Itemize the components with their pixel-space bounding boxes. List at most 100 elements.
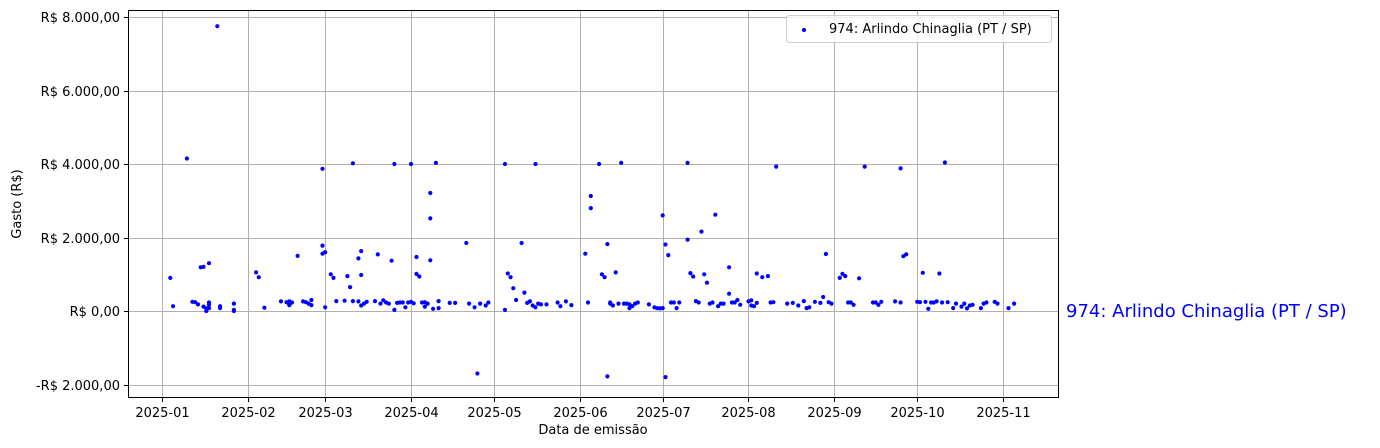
data-point: [206, 300, 212, 305]
data-point: [585, 300, 591, 305]
data-point: [959, 304, 964, 309]
side-annotation: 974: Arlindo Chinaglia (PT / SP): [1066, 301, 1347, 322]
data-point: [691, 274, 696, 279]
data-point: [345, 274, 350, 279]
data-point: [934, 299, 939, 304]
x-tick-label: 2025-10: [890, 406, 944, 421]
data-point: [436, 299, 441, 304]
data-point: [660, 306, 665, 311]
data-point: [392, 307, 397, 312]
data-point: [256, 275, 261, 280]
data-point: [765, 274, 771, 279]
data-point: [262, 305, 267, 310]
data-point: [785, 301, 790, 306]
data-point: [359, 272, 364, 278]
data-point: [837, 275, 842, 280]
data-point: [184, 156, 189, 161]
data-point: [893, 299, 898, 304]
data-point: [400, 300, 405, 305]
data-point: [320, 243, 325, 248]
data-point: [904, 252, 909, 257]
data-point: [848, 300, 853, 305]
data-point: [951, 306, 956, 311]
data-point: [289, 300, 295, 305]
x-tick-label: 2025-04: [384, 406, 438, 421]
scatter-points: [168, 24, 1017, 380]
data-point: [732, 300, 737, 305]
data-point: [735, 297, 740, 303]
data-point: [829, 301, 834, 306]
data-point: [873, 300, 878, 305]
data-point: [613, 270, 618, 275]
data-point: [843, 274, 848, 279]
data-point: [422, 304, 427, 309]
data-point: [505, 271, 510, 276]
data-point: [533, 305, 538, 310]
data-point: [320, 166, 325, 171]
x-axis-ticks: 2025-01 2025-02 2025-03 2025-04 2025-05 2025-…: [135, 397, 1031, 421]
data-point: [619, 160, 624, 165]
y-axis-ticks: -R$ 2.000,00 R$ 0,00 R$ 2.000,00 R$ 4.000,0…: [36, 11, 129, 394]
data-point: [204, 308, 209, 314]
data-point: [436, 306, 441, 311]
data-point: [359, 249, 364, 254]
data-point: [414, 271, 419, 276]
data-point: [328, 272, 333, 277]
data-point: [790, 300, 795, 305]
y-tick-label: R$ 2.000,00: [41, 232, 120, 247]
x-axis-label: Data de emissão: [538, 423, 647, 438]
y-tick-label: -R$ 2.000,00: [36, 379, 120, 394]
data-point: [754, 271, 759, 276]
data-point: [356, 299, 361, 304]
data-point: [356, 256, 361, 261]
data-point: [713, 212, 718, 217]
data-point: [231, 301, 236, 306]
data-point: [760, 275, 765, 280]
data-point: [1012, 301, 1017, 306]
data-point: [796, 303, 801, 308]
data-point: [295, 253, 300, 258]
data-point: [168, 275, 173, 280]
data-point: [685, 237, 690, 242]
x-tick-label: 2025-06: [553, 406, 607, 421]
data-point: [771, 300, 776, 305]
data-point: [231, 307, 236, 312]
data-point: [428, 258, 433, 263]
data-point: [660, 213, 665, 218]
data-point: [879, 299, 884, 304]
data-point: [555, 300, 560, 305]
data-point: [309, 297, 314, 303]
data-point: [812, 299, 818, 304]
data-point: [727, 265, 732, 270]
legend-marker-icon: [802, 28, 806, 32]
data-point: [862, 164, 867, 169]
data-point: [754, 300, 759, 305]
x-tick-label: 2025-02: [221, 406, 275, 421]
data-point: [558, 304, 563, 309]
data-point: [917, 300, 923, 305]
data-point: [386, 301, 391, 306]
data-point: [171, 304, 176, 309]
data-point: [464, 240, 469, 246]
data-point: [350, 299, 355, 304]
data-point: [563, 299, 569, 304]
data-point: [519, 240, 524, 246]
data-point: [597, 161, 602, 167]
y-tick-label: R$ 6.000,00: [41, 85, 120, 100]
data-point: [751, 304, 757, 309]
data-point: [663, 375, 668, 380]
data-point: [392, 161, 397, 167]
data-point: [721, 301, 726, 306]
data-point: [608, 300, 613, 305]
x-tick-label: 2025-09: [807, 406, 861, 421]
data-point: [630, 304, 635, 309]
data-point: [1006, 306, 1011, 311]
data-point: [348, 285, 353, 290]
data-point: [467, 301, 472, 306]
data-point: [945, 300, 950, 305]
data-point: [821, 294, 826, 300]
data-point: [685, 160, 690, 165]
data-point: [433, 160, 438, 165]
data-point: [372, 299, 378, 304]
